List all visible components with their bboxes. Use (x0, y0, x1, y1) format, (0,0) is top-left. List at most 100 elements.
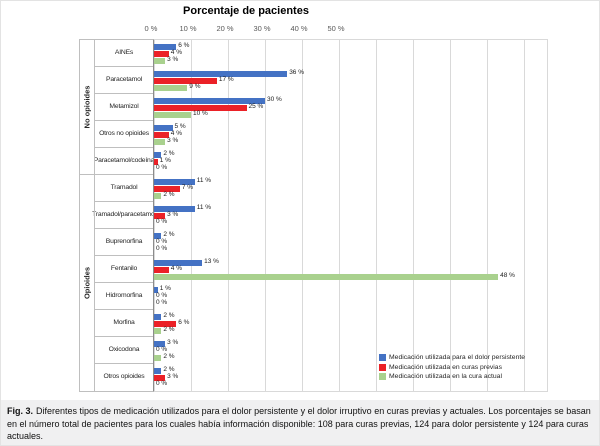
bar (154, 84, 188, 91)
group-label: No opioides (82, 85, 92, 129)
bar-line: 1 % (154, 285, 547, 293)
bar-line: 48 % (154, 272, 547, 280)
legend-label: Medicación utilizada para el dolor persi… (389, 354, 526, 361)
bar-line: 0 % (154, 238, 547, 246)
bar-value-label: 17 % (218, 76, 234, 84)
bar-value-label: 25 % (248, 103, 264, 111)
bar-value-label: 2 % (163, 366, 175, 374)
legend-item: Medicación utilizada para el dolor persi… (379, 354, 525, 361)
plot-area: 6 % 4 % 3 % 36 % 17 % 9 % 30 % 25 % 10 % 5 % 4 % 3 … (153, 39, 548, 392)
bar-value-label: 10 % (193, 110, 208, 118)
bar-line: 5 % (154, 123, 547, 131)
bar (154, 367, 162, 374)
x-tick-label: 30 % (253, 24, 271, 33)
category-label: Fentanilo (95, 256, 153, 283)
bar (154, 43, 177, 50)
bar-line: 1 % (154, 158, 547, 165)
bar-line: 11 % (154, 178, 547, 185)
bar (154, 57, 166, 64)
bar-line: 30 % (154, 97, 547, 104)
bar (154, 97, 265, 104)
gridline (339, 40, 340, 391)
gridline (413, 40, 414, 391)
legend-label: Medicación utilizada en curas previas (389, 363, 502, 371)
legend-label: Medicación utilizada en la cura actual (389, 373, 502, 380)
bar-line: 2 % (154, 192, 547, 199)
bar-line: 0 % (154, 218, 547, 226)
bar-value-label: 4 % (170, 265, 182, 273)
bar-value-label: 4 % (170, 130, 182, 138)
bar-line: 4 % (154, 265, 547, 273)
bar-value-label: 2 % (163, 326, 175, 334)
bar-value-label: 0 % (156, 346, 168, 354)
bar-value-label: 0 % (156, 218, 168, 226)
bar (154, 354, 162, 361)
bar-line: 0 % (154, 165, 547, 172)
bar-value-label: 6 % (178, 319, 190, 327)
category-label: Morfina (95, 310, 153, 337)
category-label: AINEs (95, 40, 153, 67)
bar (154, 138, 166, 145)
bar-value-label: 3 % (167, 56, 179, 64)
bar-value-label: 0 % (156, 299, 168, 307)
bar (154, 313, 162, 320)
bar-value-label: 0 % (156, 238, 168, 246)
bar (154, 192, 162, 199)
category-label: Otros no opioides (95, 121, 153, 148)
figure-caption-text: Diferentes tipos de medicación utilizado… (7, 406, 591, 442)
bar-line: 3 % (154, 56, 547, 64)
bar-line: 25 % (154, 103, 547, 111)
bar (154, 320, 177, 327)
bar-line: 0 % (154, 245, 547, 253)
bar-value-label: 0 % (156, 245, 168, 253)
gridline (487, 40, 488, 391)
bar-line: 13 % (154, 259, 547, 266)
bar-line: 4 % (154, 50, 547, 57)
bar-line: 2 % (154, 232, 547, 239)
bar-row: 11 % 7 % 2 % (154, 175, 547, 202)
bar (154, 266, 169, 273)
x-tick-label: 40 % (290, 24, 308, 33)
bar (154, 131, 169, 138)
bar-line: 2 % (154, 150, 547, 158)
gridline (265, 40, 266, 391)
bar-value-label: 2 % (163, 312, 175, 320)
bar-value-label: 7 % (181, 184, 194, 192)
bar-line: 2 % (154, 312, 547, 320)
bar-value-label: 5 % (174, 123, 186, 131)
gridline (191, 40, 192, 391)
gridline (524, 40, 525, 391)
gridline (376, 40, 377, 391)
bar (154, 286, 158, 293)
bar (154, 340, 166, 347)
bar-value-label: 48 % (500, 272, 515, 280)
bar (154, 50, 169, 57)
chart-legend: Medicación utilizada para el dolor persi… (379, 354, 525, 380)
bar-line: 3 % (154, 340, 547, 347)
bar (154, 327, 162, 334)
category-label: Tramadol/paracetamol (92, 202, 156, 229)
bar-row: 2 % 1 % 0 % (154, 148, 547, 175)
bar-line: 6 % (154, 319, 547, 327)
bar-line: 10 % (154, 110, 547, 118)
x-axis-ticks: 0 % 10 % 20 % 30 % 40 % 50 % (1, 24, 599, 36)
bar-line: 0 % (154, 299, 547, 307)
bar (154, 151, 162, 158)
bar (154, 77, 217, 84)
bar-line: 6 % (154, 43, 547, 50)
bar-value-label: 2 % (163, 353, 175, 361)
bar-line: 7 % (154, 184, 547, 192)
gridline (450, 40, 451, 391)
bar (154, 111, 191, 118)
bar-value-label: 2 % (163, 150, 175, 158)
bar (154, 212, 166, 219)
bar-value-label: 1 % (159, 285, 171, 293)
group-label: Opioides (82, 266, 92, 300)
bar-value-label: 36 % (289, 69, 305, 77)
bar-row: 2 % 3 % 0 % (154, 364, 547, 391)
bar-row: 3 % 0 % 2 % (154, 337, 547, 364)
bar-line: 3 % (154, 374, 547, 381)
figure-caption-label: Fig. 3. (7, 406, 34, 416)
category-label: Paracetamol (95, 67, 153, 94)
x-tick-label: 20 % (216, 24, 234, 33)
